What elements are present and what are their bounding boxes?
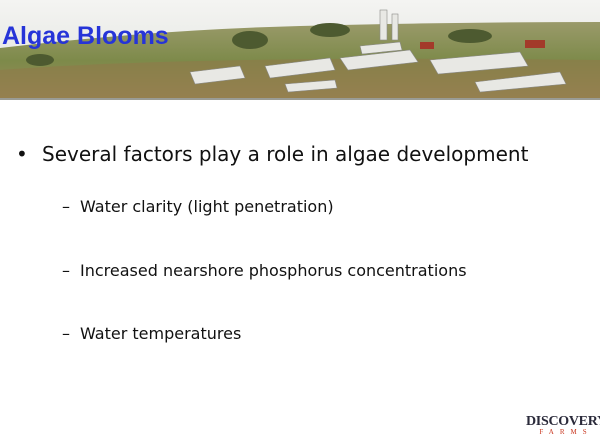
bullet: Several factors play a role in algae dev… xyxy=(42,142,528,166)
sub-bullet: Water clarity (light penetration) xyxy=(80,197,334,216)
slide-title: Algae Blooms xyxy=(2,22,169,51)
slide: Algae Blooms Several factors play a role… xyxy=(0,0,600,446)
sub-bullet: Water temperatures xyxy=(80,324,241,343)
sub-bullet: Increased nearshore phosphorus concentra… xyxy=(80,261,467,280)
logo: DISCOVERY FARMS xyxy=(526,410,600,446)
